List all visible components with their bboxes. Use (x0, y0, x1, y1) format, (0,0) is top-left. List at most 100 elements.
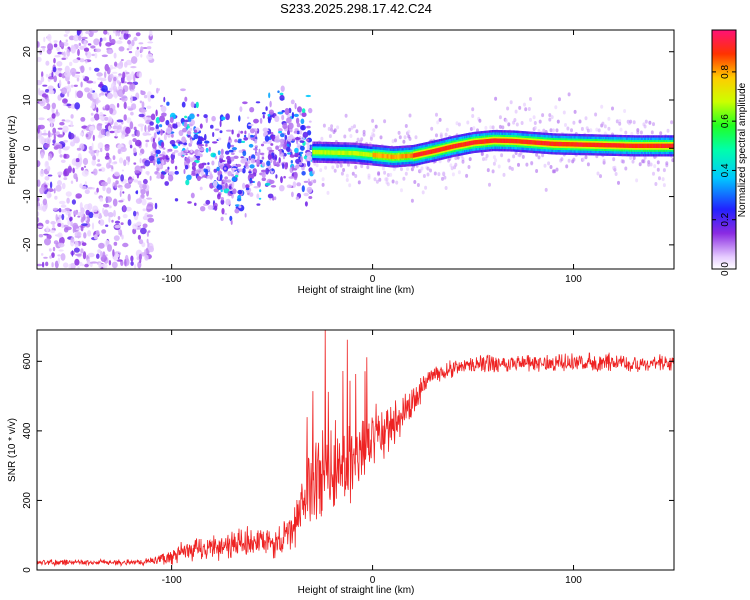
scatter-cell (219, 130, 223, 134)
noise-cell (133, 210, 137, 217)
noise-cell (100, 167, 106, 173)
noise-cell (99, 197, 104, 202)
scatter-cell (170, 153, 175, 161)
scatter-cell (149, 126, 155, 131)
noise-cell (133, 179, 139, 183)
scatter-cell (288, 176, 295, 179)
scatter-cell (284, 108, 290, 115)
noise-cell (75, 167, 79, 170)
noise-cell (48, 89, 55, 95)
halo-cell (649, 162, 653, 167)
scatter-cell (195, 155, 201, 159)
halo-cell (327, 126, 331, 131)
scatter-cell (282, 155, 286, 160)
halo-cell (513, 118, 517, 122)
noise-cell (47, 43, 54, 51)
halo-cell (565, 164, 569, 169)
halo-cell (670, 120, 674, 125)
scatter-cell (156, 87, 159, 94)
noise-cell (38, 124, 45, 130)
ridge-cell (412, 153, 415, 158)
scatter-cell (211, 160, 215, 166)
scatter-cell (299, 129, 303, 135)
noise-cell (67, 220, 71, 226)
halo-cell (312, 170, 315, 175)
noise-cell (136, 46, 139, 50)
halo-cell (602, 158, 606, 163)
ridge-cell (369, 152, 372, 157)
halo-cell (491, 169, 495, 174)
ridge-cell (662, 143, 665, 148)
scatter-cell (172, 123, 178, 129)
noise-cell (116, 40, 123, 45)
ridge-cell (665, 143, 667, 148)
noise-cell (97, 249, 101, 254)
halo-cell (436, 120, 440, 125)
halo-cell (614, 172, 618, 176)
ridge-cell (516, 139, 518, 144)
scatter-cell (260, 169, 267, 173)
noise-cell (53, 43, 58, 48)
noise-cell (107, 116, 113, 123)
ridge-cell (474, 140, 476, 145)
noise-cell (134, 170, 140, 174)
noise-cell (47, 174, 53, 177)
scatter-cell (190, 139, 193, 145)
ridge-cell (539, 140, 541, 146)
y-tick-label: 10 (22, 94, 33, 106)
ridge-cell (443, 146, 446, 151)
ridge-cell (590, 142, 593, 147)
noise-cell (136, 130, 140, 137)
noise-cell (142, 132, 148, 137)
scatter-cell (247, 132, 251, 140)
noise-cell (73, 74, 81, 79)
ridge-cell (322, 150, 324, 155)
ridge-cell (490, 138, 492, 143)
ridge-cell (672, 143, 674, 148)
halo-cell (379, 135, 383, 140)
noise-cell (63, 153, 67, 159)
scatter-cell (217, 137, 222, 141)
halo-cell (480, 151, 484, 156)
ridge-cell (366, 152, 369, 157)
ridge-cell (586, 142, 589, 147)
scatter-cell (303, 180, 309, 183)
ridge-cell (319, 150, 321, 155)
noise-cell (98, 168, 102, 172)
noise-cell (145, 142, 148, 148)
scatter-cell (204, 133, 207, 141)
ridge-cell (496, 138, 498, 143)
noise-cell (79, 45, 85, 50)
scatter-cell (205, 143, 208, 147)
noise-cell (121, 234, 124, 240)
noise-cell (126, 75, 130, 81)
halo-cell (354, 165, 358, 170)
noise-cell (74, 90, 78, 99)
ridge-cell (376, 153, 379, 158)
noise-cell (147, 41, 154, 44)
halo-cell (532, 115, 536, 120)
noise-cell (37, 80, 43, 86)
ridge-cell (323, 150, 325, 155)
ridge-cell (397, 154, 400, 159)
noise-cell (104, 71, 107, 79)
noise-cell (105, 254, 108, 257)
noise-cell (41, 93, 47, 98)
noise-cell (84, 181, 87, 186)
halo-cell (611, 106, 614, 111)
ridge-cell (475, 140, 477, 145)
noise-cell (130, 83, 136, 90)
ridge-cell (570, 142, 573, 147)
scatter-cell (205, 168, 209, 176)
noise-cell (70, 221, 73, 227)
noise-cell (81, 170, 89, 177)
ridge-cell (522, 139, 524, 144)
noise-cell (92, 134, 95, 142)
noise-cell (81, 263, 84, 267)
halo-cell (549, 165, 553, 169)
ridge-cell (549, 141, 551, 146)
ridge-cell (535, 140, 537, 145)
noise-cell (102, 37, 107, 41)
ridge-cell (551, 141, 553, 146)
ridge-cell (353, 151, 356, 156)
